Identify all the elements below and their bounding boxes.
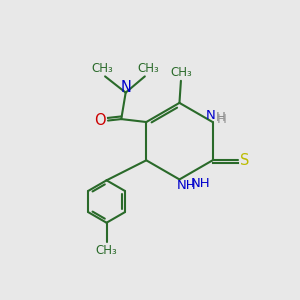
Text: H: H: [217, 112, 227, 126]
Text: N: N: [206, 109, 216, 122]
Text: CH₃: CH₃: [170, 66, 192, 79]
Text: CH₃: CH₃: [96, 244, 117, 257]
Text: NH: NH: [190, 177, 210, 190]
Text: H: H: [216, 111, 226, 124]
Text: NH: NH: [177, 179, 197, 192]
Text: CH₃: CH₃: [91, 61, 113, 75]
Text: CH₃: CH₃: [137, 61, 159, 75]
Text: N: N: [120, 80, 131, 95]
Text: O: O: [94, 113, 106, 128]
Text: S: S: [240, 153, 250, 168]
